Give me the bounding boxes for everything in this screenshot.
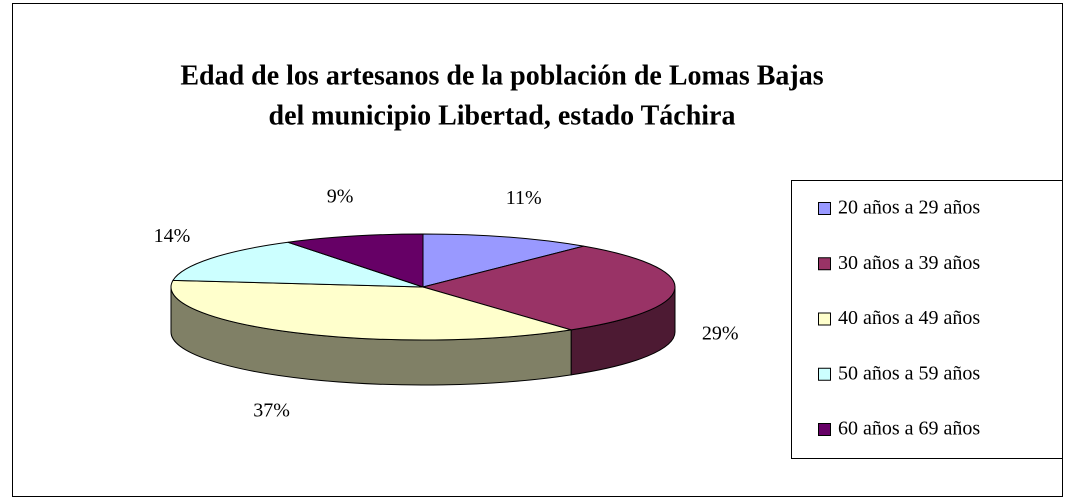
legend-label: 20 años a 29 años [838,197,980,219]
data-label: 37% [253,400,290,422]
legend-label: 50 años a 59 años [838,362,980,384]
legend-swatch [818,312,831,326]
chart-title: del municipio Libertad, estado Táchira [269,100,736,131]
chart-title: Edad de los artesanos de la población de… [180,60,823,91]
data-label: 14% [154,225,191,247]
legend-label: 60 años a 69 años [838,418,980,440]
data-label: 11% [506,187,542,209]
data-label: 9% [327,185,354,207]
legend-swatch [818,202,831,215]
legend-swatch [818,367,831,381]
legend-box [791,180,1063,459]
legend-swatch [818,423,831,436]
pie-slice [422,233,584,288]
legend-swatch [818,257,831,271]
legend-label: 30 años a 39 años [838,252,980,274]
legend-label: 40 años a 49 años [838,307,980,329]
pie-slice [170,279,572,341]
data-label: 29% [702,323,739,345]
pie-slice [287,233,424,288]
pie-slice [172,241,424,288]
pie-slice [421,245,676,331]
